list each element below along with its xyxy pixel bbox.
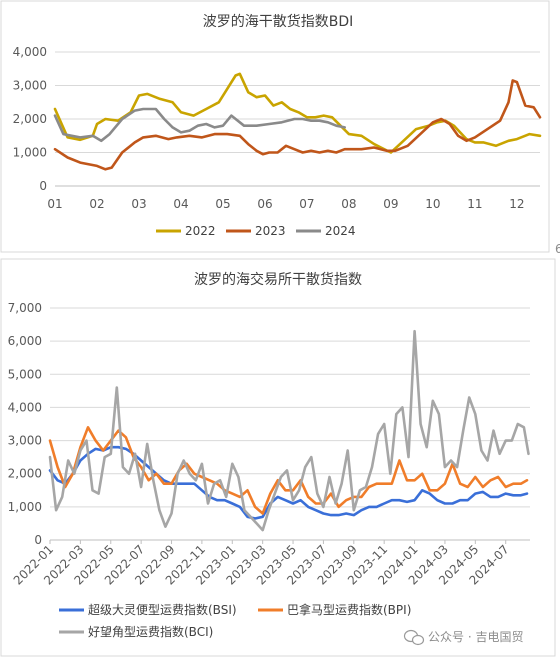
legend-item: 巴拿马型运费指数(BPI) <box>258 602 411 617</box>
legend-label: 2024 <box>325 224 356 238</box>
baltic-series-lines <box>48 329 530 532</box>
y-tick-label: 5,000 <box>8 367 42 381</box>
bdi-chart-title: 波罗的海干散货指数BDI <box>203 13 354 30</box>
legend-item: 2022 <box>156 224 216 238</box>
series-line-1 <box>48 425 529 515</box>
x-tick-label: 06 <box>257 197 272 211</box>
bdi-gridlines <box>55 51 540 187</box>
y-tick-label: 4,000 <box>13 45 47 59</box>
legend-item: 超级大灵便型运费指数(BSI) <box>59 602 237 617</box>
bdi-series-lines <box>53 72 542 171</box>
legend-label: 超级大灵便型运费指数(BSI) <box>88 602 237 617</box>
bdi-chart-frame <box>0 0 550 253</box>
legend-item: 2023 <box>226 224 286 238</box>
bdi-y-axis: 0 1,000 2,000 3,000 4,000 <box>13 45 47 193</box>
watermark: 公众号 · 吉电国贸 <box>403 629 523 646</box>
series-line-1 <box>53 79 542 171</box>
x-tick-label: 01 <box>47 197 62 211</box>
baltic-indices-chart: 波罗的海交易所干散货指数 0 1,000 2,000 3,000 4,000 5,000 6… <box>0 258 556 657</box>
x-tick-label: 05 <box>215 197 230 211</box>
y-tick-label: 6,000 <box>8 334 42 348</box>
y-tick-label: 4,000 <box>8 400 42 414</box>
baltic-indices-chart-frame <box>0 258 556 657</box>
series-line-0 <box>53 72 542 154</box>
x-tick-label: 02 <box>89 197 104 211</box>
baltic-y-axis: 0 1,000 2,000 3,000 4,000 5,000 6,000 7,000 <box>8 301 42 547</box>
x-tick-label: 07 <box>299 197 314 211</box>
y-tick-label: 7,000 <box>8 301 42 315</box>
bdi-x-axis: 01 02 03 04 05 06 07 08 09 10 11 12 <box>47 197 524 211</box>
legend-label: 巴拿马型运费指数(BPI) <box>287 602 411 617</box>
edge-mark: 6 <box>555 242 560 256</box>
legend-label: 2023 <box>255 224 286 238</box>
legend-label: 2022 <box>185 224 216 238</box>
y-tick-label: 0 <box>39 179 47 193</box>
x-tick-label: 10 <box>425 197 440 211</box>
y-tick-label: 2,000 <box>8 467 42 481</box>
wechat-icon <box>403 629 425 646</box>
x-tick-label: 03 <box>131 197 146 211</box>
baltic-indices-chart-title: 波罗的海交易所干散货指数 <box>194 271 362 288</box>
legend-item: 2024 <box>296 224 356 238</box>
y-tick-label: 3,000 <box>8 434 42 448</box>
x-tick-label: 08 <box>341 197 356 211</box>
series-line-2 <box>53 107 347 143</box>
y-tick-label: 3,000 <box>13 79 47 93</box>
y-tick-label: 2,000 <box>13 112 47 126</box>
y-tick-label: 1,000 <box>8 500 42 514</box>
x-tick-label: 04 <box>173 197 188 211</box>
x-tick-label: 11 <box>467 197 482 211</box>
watermark-text: 公众号 · 吉电国贸 <box>428 630 523 644</box>
legend-item: 好望角型运费指数(BCI) <box>59 624 213 639</box>
series-line-2 <box>48 329 530 532</box>
y-tick-label: 0 <box>34 533 42 547</box>
series-line-0 <box>48 445 529 520</box>
x-tick-label: 12 <box>509 197 524 211</box>
x-tick-label: 09 <box>383 197 398 211</box>
legend-label: 好望角型运费指数(BCI) <box>88 624 213 639</box>
bdi-legend: 2022 2023 2024 <box>156 224 356 238</box>
baltic-legend: 超级大灵便型运费指数(BSI) 巴拿马型运费指数(BPI) 好望角型运费指数(BCI… <box>59 602 411 639</box>
y-tick-label: 1,000 <box>13 146 47 160</box>
